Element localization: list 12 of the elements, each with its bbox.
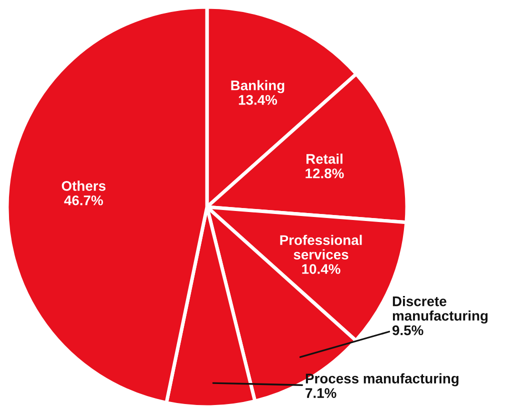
slice-label: Discrete manufacturing [392,296,488,324]
slice-label: Banking [231,80,284,94]
slice-label: Retail [306,154,342,164]
data-label: 10.4% [302,264,340,274]
slice-label: Professional services [280,234,362,260]
data-label: 9.5% [392,325,424,336]
data-label: 46.7% [64,195,103,206]
slice-label: Process manufacturing [306,373,458,386]
data-label: 12.8% [306,168,344,178]
data-label: 13.4% [238,95,278,105]
slice-label: Others [62,180,106,191]
data-label: 7.1% [306,388,336,398]
